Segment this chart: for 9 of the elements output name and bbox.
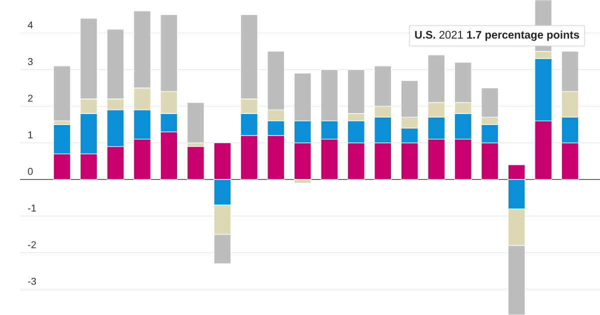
annotation: U.S. 2021 1.7 percentage points (415, 30, 580, 41)
y-tick-label: -2 (28, 241, 36, 248)
y-tick-label: 3 (28, 58, 33, 66)
y-tick-label: 1 (28, 131, 33, 138)
y-tick-label: -3 (28, 278, 36, 285)
y-tick-label: 0 (28, 168, 33, 175)
y-tick-label: -1 (28, 204, 36, 212)
y-tick-label: 4 (28, 22, 33, 28)
y-tick-label: 2 (28, 94, 33, 102)
